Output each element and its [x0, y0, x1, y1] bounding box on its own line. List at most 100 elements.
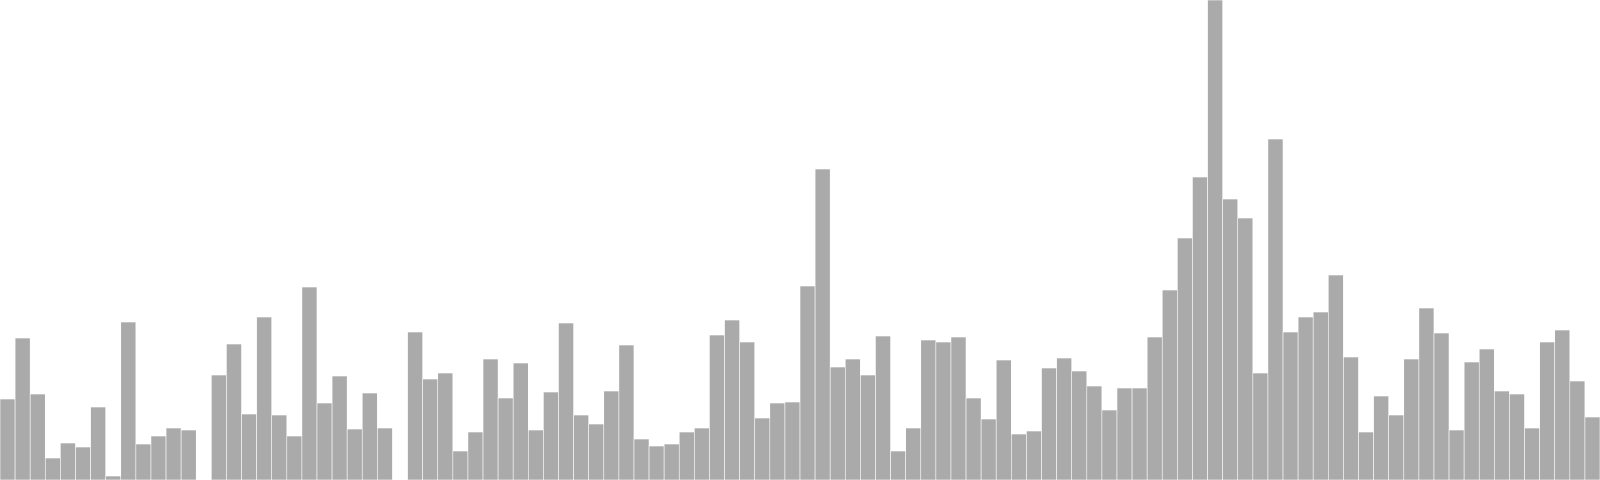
- bar-39: [588, 423, 605, 480]
- bar-64: [965, 397, 982, 480]
- bar-23: [346, 428, 363, 480]
- bar-90: [1358, 431, 1374, 480]
- bar-100: [1509, 393, 1525, 480]
- bar-98: [1478, 348, 1495, 480]
- bar-15: [226, 343, 242, 480]
- bar-75: [1131, 387, 1148, 480]
- bar-101: [1524, 427, 1540, 480]
- bar-8: [120, 321, 137, 480]
- bar-77: [1161, 289, 1178, 480]
- bar-20: [301, 286, 318, 480]
- bar-65: [980, 418, 997, 480]
- bar-70: [1056, 357, 1072, 480]
- bar-50: [754, 417, 771, 480]
- bar-61: [920, 339, 937, 480]
- bar-89: [1343, 356, 1359, 480]
- bar-60: [905, 427, 922, 480]
- bar-22: [331, 375, 348, 480]
- bar-21: [316, 402, 333, 480]
- bar-84: [1267, 138, 1284, 480]
- bar-85: [1282, 331, 1299, 480]
- bar-55: [829, 366, 846, 480]
- bar-28: [422, 378, 439, 480]
- bar-36: [543, 391, 559, 480]
- bar-83: [1252, 372, 1269, 480]
- bar-16: [241, 413, 257, 480]
- bar-35: [527, 429, 544, 480]
- bar-1: [14, 337, 31, 480]
- bar-73: [1101, 409, 1118, 480]
- bar-74: [1116, 387, 1133, 480]
- bar-5: [75, 446, 91, 480]
- bar-68: [1026, 430, 1042, 480]
- bar-91: [1373, 395, 1389, 480]
- bar-94: [1418, 307, 1435, 480]
- bar-43: [648, 445, 665, 480]
- bar-105: [1584, 416, 1600, 480]
- bar-2: [29, 393, 46, 480]
- bar-9: [135, 443, 152, 480]
- bar-66: [995, 359, 1012, 480]
- bar-4: [60, 442, 76, 480]
- bar-49: [739, 341, 756, 480]
- bar-86: [1297, 316, 1314, 480]
- bar-80: [1207, 0, 1223, 480]
- bar-53: [799, 285, 816, 480]
- bar-95: [1433, 332, 1450, 480]
- bar-62: [935, 341, 952, 480]
- bar-69: [1041, 367, 1057, 480]
- bar-3: [44, 457, 61, 480]
- bar-72: [1086, 385, 1103, 480]
- bar-103: [1554, 329, 1571, 480]
- bar-97: [1463, 361, 1480, 480]
- bar-52: [784, 401, 801, 480]
- bar-48: [724, 319, 740, 480]
- bar-99: [1494, 390, 1510, 480]
- bar-37: [558, 322, 574, 480]
- bar-25: [377, 427, 393, 480]
- bar-104: [1569, 380, 1586, 480]
- bar-34: [512, 362, 529, 480]
- bar-58: [875, 335, 891, 480]
- bar-32: [482, 358, 499, 480]
- bar-12: [180, 429, 197, 480]
- bar-81: [1222, 198, 1239, 480]
- bar-96: [1448, 429, 1465, 480]
- bar-27: [407, 331, 423, 480]
- bar-56: [844, 358, 861, 480]
- bar-42: [633, 438, 650, 480]
- bar-17: [256, 316, 272, 480]
- bar-7: [105, 475, 122, 480]
- bar-88: [1328, 274, 1344, 480]
- bar-92: [1388, 414, 1405, 480]
- bar-40: [603, 390, 620, 480]
- bar-11: [165, 427, 182, 480]
- bar-29: [437, 372, 454, 480]
- bar-33: [497, 397, 514, 480]
- bar-67: [1011, 433, 1027, 480]
- bar-41: [618, 344, 635, 480]
- bar-6: [90, 406, 106, 480]
- bar-14: [211, 374, 227, 480]
- bar-18: [271, 414, 288, 480]
- bar-102: [1539, 341, 1556, 480]
- bar-46: [694, 427, 710, 480]
- bar-54: [814, 168, 831, 480]
- bar-45: [678, 431, 695, 480]
- bar-71: [1071, 370, 1088, 480]
- bar-44: [663, 443, 680, 480]
- bar-93: [1403, 358, 1420, 480]
- bar-87: [1312, 311, 1329, 480]
- bar-82: [1237, 217, 1254, 480]
- bar-57: [860, 374, 876, 480]
- bar-19: [286, 435, 303, 480]
- bar-78: [1177, 237, 1193, 480]
- bar-38: [573, 414, 589, 480]
- bar-31: [467, 431, 484, 480]
- bar-76: [1146, 336, 1163, 480]
- bar-47: [709, 334, 725, 480]
- bar-51: [769, 402, 786, 480]
- bar-30: [452, 450, 469, 480]
